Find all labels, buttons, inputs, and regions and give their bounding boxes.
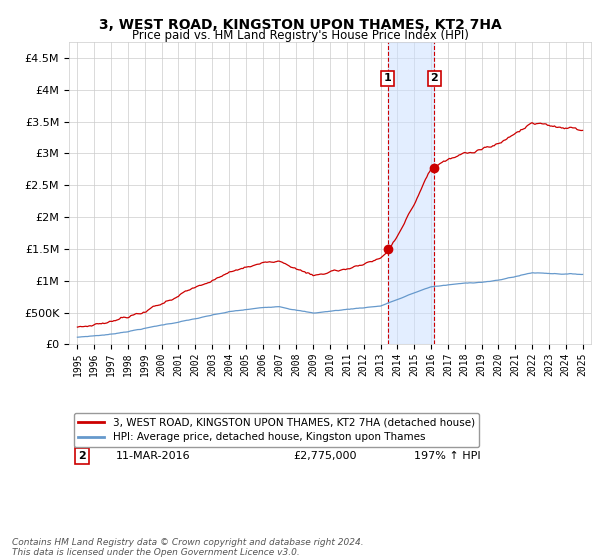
Text: Price paid vs. HM Land Registry's House Price Index (HPI): Price paid vs. HM Land Registry's House … [131, 29, 469, 42]
Bar [388, 42, 434, 344]
Text: 3, WEST ROAD, KINGSTON UPON THAMES, KT2 7HA: 3, WEST ROAD, KINGSTON UPON THAMES, KT2 … [98, 18, 502, 32]
Text: 1: 1 [384, 73, 391, 83]
Text: 2: 2 [430, 73, 438, 83]
Text: £2,775,000: £2,775,000 [293, 451, 357, 461]
Text: 05-JUN-2013: 05-JUN-2013 [116, 432, 187, 442]
Legend: 3, WEST ROAD, KINGSTON UPON THAMES, KT2 7HA (detached house), HPI: Average price: 3, WEST ROAD, KINGSTON UPON THAMES, KT2 … [74, 413, 479, 447]
Text: £1,500,000: £1,500,000 [293, 432, 356, 442]
Text: 197% ↑ HPI: 197% ↑ HPI [413, 451, 480, 461]
Text: 11-MAR-2016: 11-MAR-2016 [116, 451, 191, 461]
Text: 123% ↑ HPI: 123% ↑ HPI [413, 432, 480, 442]
Text: 2: 2 [78, 451, 86, 461]
Text: 1: 1 [78, 432, 86, 442]
Text: Contains HM Land Registry data © Crown copyright and database right 2024.
This d: Contains HM Land Registry data © Crown c… [12, 538, 364, 557]
